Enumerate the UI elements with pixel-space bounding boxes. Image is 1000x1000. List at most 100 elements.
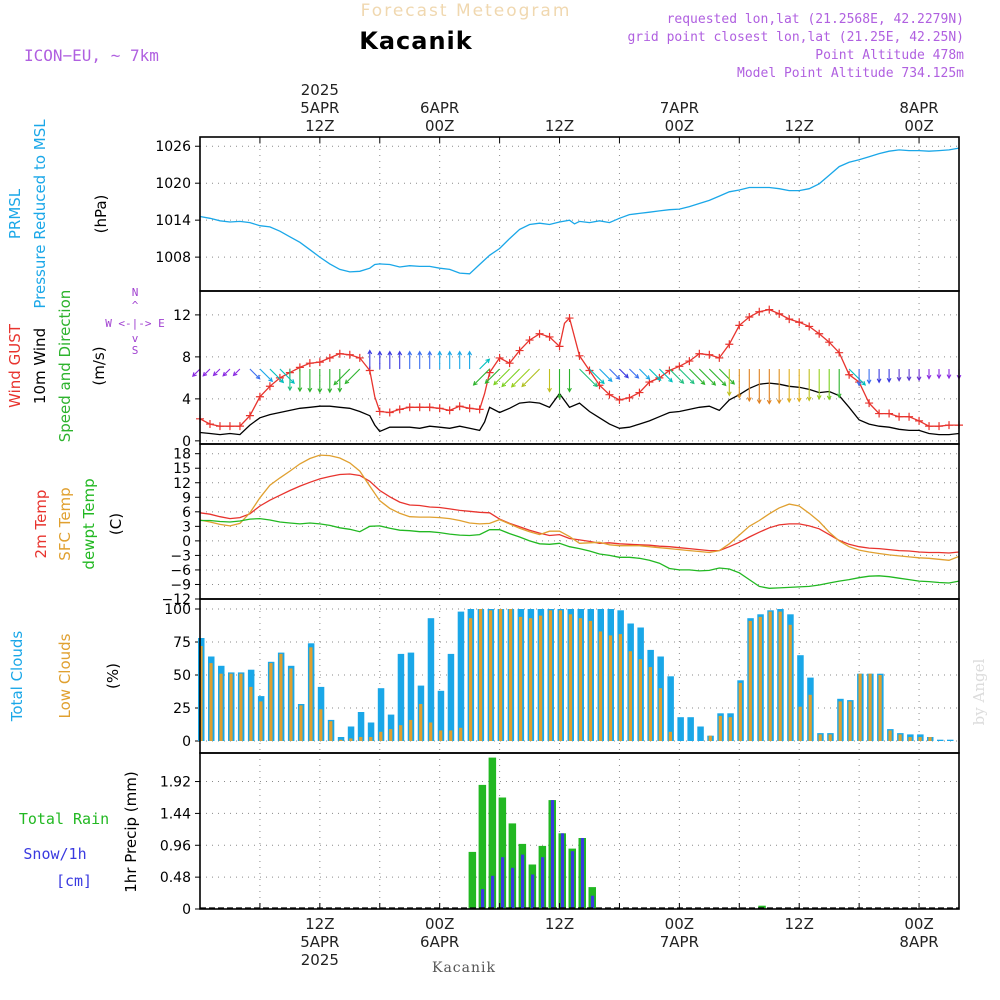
wind-arrow (472, 368, 490, 386)
bottom-time-label: 12Z (305, 915, 334, 933)
low-cloud-bar (369, 737, 373, 741)
gust-marker (435, 404, 444, 413)
wind-arrow (479, 358, 491, 370)
gust-marker (415, 403, 424, 412)
y-tick-label: 8 (182, 350, 191, 366)
y-tick-label: 1020 (155, 176, 191, 192)
total-cloud-bar (337, 737, 345, 741)
wind-arrow (547, 369, 552, 393)
bottom-time-label: 6APR (420, 933, 459, 951)
low-cloud-bar (608, 635, 613, 741)
clouds-panel: 0 25 50 75 100 Total Clouds Low Clouds (%) (8, 598, 960, 754)
wind-arrow (212, 368, 221, 377)
snow-bar (481, 889, 485, 909)
wind-arrow (521, 368, 540, 388)
low-cloud-bar (349, 738, 353, 741)
low-cloud-bar (658, 688, 662, 741)
header: Forecast Meteogram Kacanik ICON−EU, ~ 7k… (24, 1, 964, 81)
pressure-panel: 1008 1014 1020 1026 PRMSL Pressure Reduced to… (6, 119, 960, 309)
wind-arrow (718, 368, 736, 385)
total-cloud-bar (797, 655, 804, 741)
total-cloud-bar (677, 717, 684, 741)
wind-arrow (317, 369, 323, 394)
wind-arrow (567, 369, 572, 393)
low-cloud-bar (289, 668, 293, 741)
low-cloud-bar (708, 735, 712, 741)
wind-axis-label: 10m Wind (31, 328, 49, 404)
wind-arrow (579, 368, 598, 388)
gust-marker (895, 412, 904, 421)
top-time-label: 12Z (305, 117, 334, 135)
wind-arrow (377, 350, 383, 369)
wind-arrow (679, 368, 695, 385)
wind-arrow (557, 369, 562, 400)
total-cloud-bar (347, 726, 355, 741)
low-cloud-bar (259, 701, 263, 741)
low-cloud-bar (249, 686, 253, 741)
gust-marker (375, 407, 384, 416)
bottom-time-label: 8APR (899, 933, 938, 951)
wind-arrow (786, 369, 792, 404)
top-time-label: 2025 (301, 81, 339, 99)
bottom-time-label: 12Z (545, 915, 574, 933)
top-time-label: 00Z (904, 117, 933, 135)
low-cloud-bar (439, 730, 443, 741)
wind-arrow (816, 369, 822, 401)
gust-marker (605, 390, 614, 399)
wind-arrow (484, 368, 500, 385)
wind-arrow (726, 369, 732, 397)
requested-coords: requested lon,lat (21.2568E, 42.2279N) (667, 12, 964, 27)
gust-marker (475, 405, 484, 414)
y-tick-label: −12 (161, 592, 191, 608)
gust-marker (805, 322, 814, 331)
total-cloud-bar (937, 739, 944, 741)
low-cloud-bar (888, 730, 892, 741)
gust-marker (665, 366, 674, 375)
wind-arrow (876, 369, 882, 384)
gust-marker (815, 329, 824, 338)
total-cloud-bar (457, 611, 465, 741)
y-tick-label: 0 (182, 534, 191, 550)
low-cloud-bar (788, 624, 792, 741)
model-label: ICON−EU, ~ 7km (24, 46, 159, 65)
gust-marker (635, 388, 644, 397)
low-cloud-bar (668, 731, 672, 741)
precip-rain-label: Total Rain (19, 810, 109, 828)
total-cloud-bar (427, 618, 435, 741)
low-cloud-bar (469, 618, 473, 741)
low-cloud-bar (389, 729, 393, 741)
low-cloud-bar (728, 717, 732, 741)
wind-arrow (776, 369, 782, 405)
wind-arrow (639, 368, 651, 380)
gust-marker (585, 366, 594, 375)
gust-marker (505, 359, 514, 368)
total-cloud-bar (367, 722, 375, 741)
snow-bar (531, 874, 535, 909)
wind-arrow (387, 350, 393, 369)
wind-arrow (222, 368, 231, 377)
y-tick-label: 12 (173, 476, 191, 492)
gust-marker (745, 312, 754, 321)
y-tick-label: −6 (170, 563, 191, 579)
gust-marker (225, 422, 234, 431)
snow-bar (541, 857, 545, 909)
gust-marker (925, 422, 934, 431)
wind-arrow (493, 368, 510, 386)
rain-bar (468, 851, 477, 909)
snow-bar (521, 854, 525, 909)
y-tick-label: 50 (173, 668, 191, 684)
gust-marker (735, 321, 744, 330)
total-cloud-bar (407, 652, 415, 741)
gust-marker (905, 412, 914, 421)
low-cloud-bar (219, 673, 223, 741)
low-cloud-bar (628, 651, 632, 741)
low-cloud-bar (499, 609, 503, 741)
low-cloud-bar (429, 722, 433, 741)
gust-marker (335, 349, 344, 358)
wind-arrow (467, 350, 473, 369)
low-cloud-bar (568, 614, 573, 741)
gust-marker (885, 409, 894, 418)
temperature-series-line (199, 454, 960, 561)
